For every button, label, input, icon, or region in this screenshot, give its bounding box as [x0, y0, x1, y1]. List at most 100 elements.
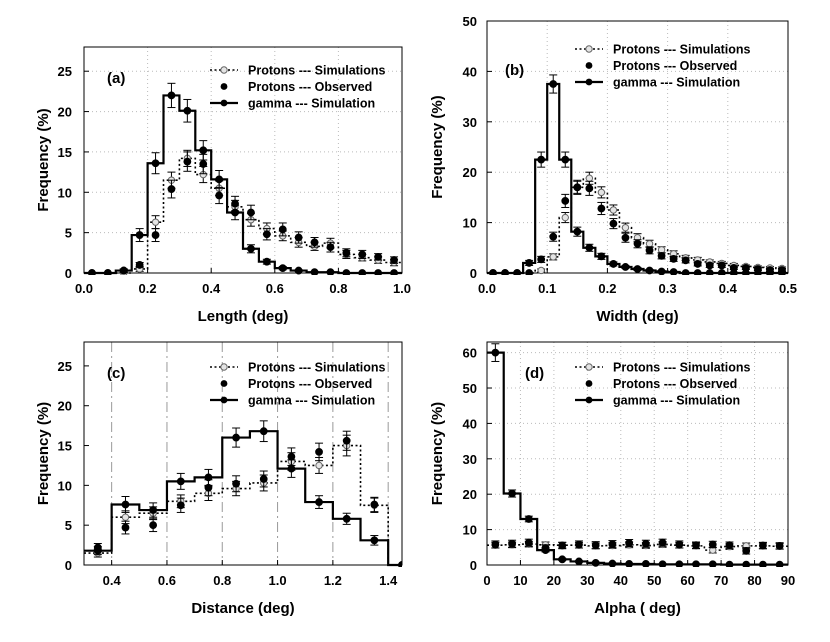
data-point — [374, 252, 383, 261]
data-point — [370, 536, 379, 545]
y-tick-label: 0 — [65, 266, 72, 281]
data-point — [247, 208, 255, 217]
panel-4: 0 10 20 30 40 50 60 70 80 90 0 10 20 30 40 50 60 Alpha ( … — [429, 341, 795, 617]
data-point — [693, 269, 702, 275]
legend-label: Protons --- Observed — [613, 377, 737, 391]
data-point — [585, 243, 594, 252]
series-3 — [84, 82, 402, 275]
data-point — [675, 540, 684, 549]
y-tick-label: 10 — [58, 478, 72, 493]
data-point — [278, 264, 287, 273]
data-point — [342, 514, 351, 523]
data-point — [625, 560, 634, 567]
x-tick-label: 50 — [647, 573, 661, 588]
legend-label: gamma --- Simulation — [613, 394, 740, 408]
data-point — [390, 269, 398, 275]
data-point — [103, 269, 112, 275]
data-point — [621, 223, 630, 232]
x-tick-label: 1.4 — [379, 573, 398, 588]
x-tick-label: 0.2 — [598, 281, 616, 296]
data-point — [176, 501, 185, 510]
data-point — [681, 269, 690, 275]
data-point — [259, 427, 268, 436]
data-point — [231, 208, 239, 217]
data-point — [278, 225, 287, 234]
data-point — [729, 269, 738, 275]
panel-label: (a) — [107, 70, 125, 87]
data-point — [149, 521, 158, 530]
plot-frame — [83, 341, 403, 566]
x-tick-label: 80 — [747, 573, 761, 588]
panel-3: 0.4 0.6 0.8 1.0 1.2 1.4 0 5 10 15 20 25 Distance (de… — [35, 341, 403, 617]
x-tick-label: 0.5 — [779, 281, 797, 296]
y-tick-label: 20 — [58, 105, 72, 120]
legend-label: Protons --- Observed — [613, 59, 737, 73]
data-point — [183, 157, 192, 166]
y-axis-label: Frequency (%) — [35, 108, 52, 211]
data-point — [537, 266, 545, 275]
series-2 — [93, 430, 402, 567]
y-tick-label: 5 — [65, 226, 72, 241]
data-point — [88, 269, 96, 275]
y-axis-label: Frequency (%) — [429, 402, 446, 505]
x-tick-label: 30 — [580, 573, 594, 588]
plot-data — [487, 74, 788, 275]
legend-marker — [585, 62, 593, 69]
data-point — [215, 191, 224, 200]
y-tick-label: 50 — [463, 381, 477, 396]
data-point — [633, 239, 642, 248]
x-tick-label: 0.4 — [719, 281, 738, 296]
data-point — [247, 244, 255, 253]
data-point — [621, 233, 630, 242]
data-point — [93, 546, 102, 555]
y-tick-label: 10 — [463, 523, 477, 538]
y-tick-label: 25 — [58, 359, 72, 374]
data-point — [119, 266, 128, 275]
data-point — [259, 475, 268, 483]
data-point — [573, 183, 582, 192]
data-point — [232, 479, 240, 488]
data-point — [675, 560, 684, 567]
data-point — [705, 261, 714, 270]
series-step-line — [84, 444, 402, 566]
data-point — [508, 539, 516, 548]
y-tick-label: 0 — [470, 558, 477, 573]
legend-marker — [585, 363, 593, 371]
data-point — [645, 246, 654, 255]
data-point — [525, 259, 534, 267]
legend-label: Protons --- Observed — [248, 80, 372, 94]
data-point — [759, 560, 767, 567]
data-point — [708, 540, 717, 549]
y-tick-label: 15 — [58, 439, 72, 454]
data-point — [199, 146, 208, 155]
data-point — [775, 541, 784, 550]
x-tick-label: 0.8 — [213, 573, 231, 588]
legend-marker — [220, 83, 228, 90]
x-tick-label: 0 — [483, 573, 490, 588]
data-point — [199, 160, 208, 168]
y-tick-label: 30 — [463, 452, 477, 467]
legend-label: Protons --- Simulations — [248, 361, 386, 375]
legend: Protons --- Simulations Protons --- Obser… — [210, 64, 386, 111]
y-tick-label: 0 — [65, 558, 72, 573]
data-point — [608, 540, 617, 549]
data-point — [167, 91, 176, 100]
panel-1: 0.0 0.2 0.4 0.6 0.8 1.0 0 5 10 15 20 25 Length (deg)… — [35, 46, 411, 325]
data-point — [641, 560, 650, 567]
y-tick-label: 20 — [463, 165, 477, 180]
y-tick-label: 10 — [58, 185, 72, 200]
data-point — [135, 261, 144, 269]
data-point — [398, 561, 402, 567]
data-point — [183, 106, 192, 115]
plot-data — [84, 420, 402, 567]
data-point — [633, 265, 642, 273]
data-point — [741, 269, 750, 275]
data-point — [525, 269, 534, 275]
data-point — [374, 269, 383, 275]
data-point — [537, 255, 546, 264]
data-point — [754, 269, 762, 275]
y-tick-label: 15 — [58, 145, 72, 160]
data-point — [609, 219, 618, 228]
data-point — [591, 558, 600, 567]
data-point — [621, 263, 630, 271]
